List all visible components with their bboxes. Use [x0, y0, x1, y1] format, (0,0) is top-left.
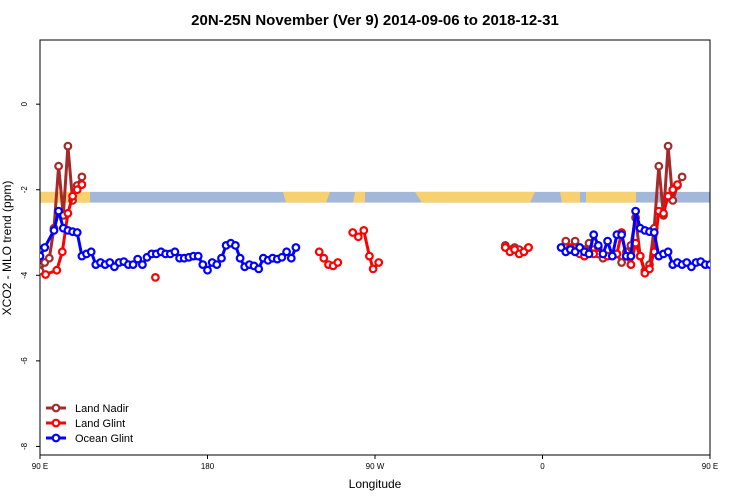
land-glint-point	[365, 251, 374, 261]
land-nadir-point	[663, 141, 673, 151]
ocean-glint-point	[40, 251, 45, 261]
y-axis-label: XCO2 - MLO trend (ppm)	[0, 181, 14, 316]
land-glint-point	[659, 208, 668, 218]
legend-label-land-glint: Land Glint	[75, 418, 125, 430]
ocean-glint-point	[40, 243, 50, 252]
ocean-glint-point	[193, 251, 203, 261]
land-nadir-point	[654, 161, 664, 171]
land-glint-point	[68, 191, 77, 201]
y-tick-label: -8	[20, 442, 29, 450]
land-glint-point	[673, 180, 682, 190]
ocean-glint-point	[254, 264, 264, 274]
ocean-glint-point	[705, 260, 710, 269]
legend-marker-land-glint	[51, 418, 61, 428]
ocean-glint-point	[133, 254, 143, 264]
ocean-glint-point	[607, 251, 617, 261]
ocean-glint-point	[137, 260, 147, 270]
ocean-glint-point	[282, 247, 292, 257]
land-glint-point	[72, 185, 82, 195]
chart-title: 20N-25N November (Ver 9) 2014-09-06 to 2…	[191, 12, 559, 29]
land-shapes	[40, 191, 636, 203]
land-glint-point	[359, 225, 369, 235]
x-tick-label: 90 E	[32, 462, 48, 471]
land-nadir-point	[54, 161, 63, 171]
land-glint-point	[63, 208, 73, 218]
ocean-band	[40, 191, 710, 203]
land-glint-point	[368, 264, 378, 274]
x-tick-label: 180	[201, 462, 215, 471]
ocean-glint-point	[170, 247, 180, 257]
x-tick-label: 90 W	[366, 462, 385, 471]
x-axis: 90 E 180 90 W 0 90 E	[32, 455, 718, 471]
ocean-glint-point	[603, 236, 612, 246]
land-nadir-point	[677, 172, 687, 182]
legend-label-ocean-glint: Ocean Glint	[75, 433, 133, 445]
land-glint-point	[41, 270, 50, 279]
ocean-glint-point	[235, 253, 245, 263]
legend-marker-ocean-glint	[51, 433, 61, 443]
ocean-glint-point	[598, 249, 608, 259]
y-tick-label: -2	[20, 186, 29, 194]
ocean-glint-point	[212, 260, 222, 270]
ocean-glint-point	[663, 247, 673, 257]
ocean-glint-point	[128, 260, 138, 270]
land-glint-point	[57, 247, 67, 257]
land-glint-point	[524, 243, 533, 252]
ocean-glint-point	[277, 252, 287, 262]
land-glint-point	[333, 258, 343, 267]
ocean-glint-point	[584, 249, 594, 259]
ocean-glint-point	[198, 260, 208, 270]
y-tick-label: 0	[20, 101, 29, 106]
legend-label-land-nadir: Land Nadir	[75, 403, 129, 415]
ocean-glint-point	[631, 206, 640, 216]
ocean-glint-point	[217, 253, 226, 263]
series-layer	[40, 141, 710, 282]
land-glint-point	[645, 264, 654, 274]
land-glint-point	[52, 265, 62, 275]
land-glint-point	[353, 232, 363, 242]
land-glint-point	[319, 253, 329, 263]
legend-marker-land-nadir	[51, 403, 61, 413]
ocean-glint-point	[617, 230, 626, 240]
land-glint-point	[663, 191, 673, 201]
land-nadir-point	[570, 236, 580, 246]
ocean-glint-point	[291, 243, 301, 252]
land-glint-point	[348, 228, 358, 237]
land-glint-point	[150, 273, 160, 282]
land-glint-point	[668, 185, 678, 195]
ocean-glint-point	[49, 225, 59, 235]
land-glint-point	[635, 251, 645, 261]
land-nadir-point	[44, 253, 54, 263]
x-tick-label: 90 E	[702, 462, 718, 471]
land-nadir-point	[77, 172, 87, 182]
ocean-glint-point	[203, 265, 212, 275]
ocean-glint-series	[40, 206, 710, 275]
y-tick-label: -4	[20, 271, 29, 279]
map-strip	[40, 191, 710, 203]
ocean-glint-point	[626, 251, 636, 261]
legend: Land Nadir Land Glint Ocean Glint	[46, 403, 133, 445]
land-glint-point	[374, 258, 384, 267]
ocean-glint-point	[72, 228, 82, 237]
land-glint-point	[77, 180, 87, 190]
y-tick-label: -6	[20, 357, 29, 365]
ocean-glint-point	[230, 240, 240, 250]
land-nadir-point	[63, 141, 73, 151]
ocean-glint-point	[54, 206, 63, 216]
land-nadir-point	[561, 236, 571, 246]
ocean-glint-line	[40, 209, 298, 272]
ocean-glint-point	[589, 230, 599, 240]
land-glint-point	[314, 247, 324, 257]
x-tick-label: 0	[540, 462, 545, 471]
y-axis: 0 -2 -4 -6 -8	[20, 101, 40, 450]
ocean-glint-point	[86, 247, 96, 257]
ocean-glint-point	[649, 228, 659, 237]
ocean-glint-point	[286, 253, 296, 263]
land-nadir-point	[617, 258, 626, 267]
ocean-glint-point	[593, 240, 603, 250]
x-axis-label: Longitude	[349, 477, 402, 491]
land-glint-point	[626, 260, 636, 270]
